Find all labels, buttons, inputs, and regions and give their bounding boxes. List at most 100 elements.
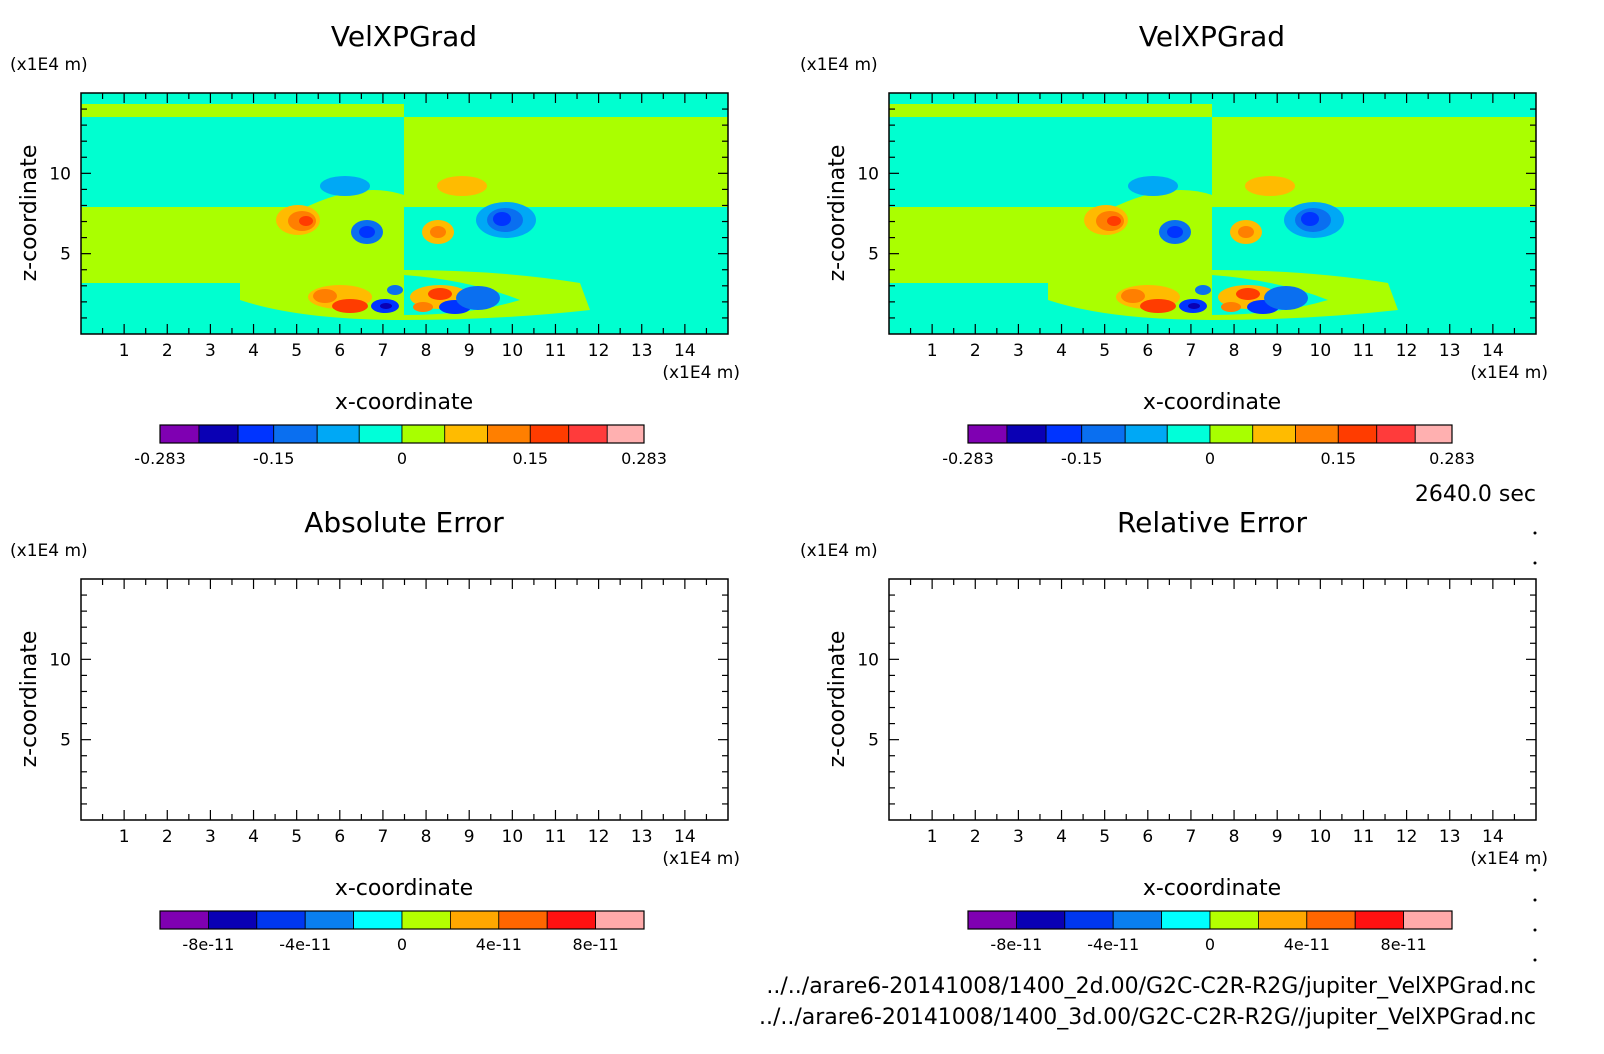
x-tick-label: 5 — [1099, 341, 1110, 361]
x-axis-label: x-coordinate — [335, 876, 473, 901]
panel-absolute-error: Absolute Error (x1E4 m) 1 2 3 4 5 6 7 8 9 10 11 12 1… — [10, 506, 740, 954]
x-unit-label: (x1E4 m) — [1470, 363, 1548, 383]
colorbar-tick-label: 0.15 — [1320, 449, 1356, 468]
x-tick-label: 10 — [1310, 827, 1332, 847]
colorbar-segment — [256, 910, 306, 930]
x-tick-label: 3 — [205, 341, 216, 361]
heatmap-field — [81, 93, 728, 334]
x-tick-label: 11 — [1353, 341, 1375, 361]
x-tick-label: 2 — [162, 827, 173, 847]
x-tick-label: 7 — [1186, 341, 1197, 361]
x-tick-label: 4 — [1056, 827, 1067, 847]
x-unit-label: (x1E4 m) — [662, 849, 740, 869]
x-tick-label: 2 — [162, 341, 173, 361]
colorbar-segment — [198, 424, 239, 444]
colorbar-segment — [237, 424, 275, 444]
y-tick-label: 5 — [868, 245, 879, 265]
x-unit-label: (x1E4 m) — [1470, 849, 1548, 869]
colorbar-tick-label: -8e-11 — [990, 935, 1042, 954]
x-tick-label: 13 — [631, 827, 653, 847]
colorbar-segment — [1252, 424, 1296, 444]
colorbar-tick-label: -0.15 — [1061, 449, 1102, 468]
x-tick-label: 10 — [1310, 341, 1332, 361]
heatmap-field — [889, 93, 1536, 334]
colorbar-segment — [487, 424, 531, 444]
colorbar-segment — [606, 424, 645, 444]
panel-title: Absolute Error — [304, 506, 504, 539]
file-path-1: ../../arare6-20141008/1400_2d.00/G2C-C2R… — [766, 974, 1536, 999]
colorbar-segment — [1006, 424, 1047, 444]
colorbar-segment — [1337, 424, 1378, 444]
x-tick-label: 8 — [421, 341, 432, 361]
colorbar-segment — [1295, 424, 1339, 444]
x-tick-label: 9 — [464, 827, 475, 847]
x-tick-label: 11 — [545, 341, 567, 361]
x-tick-label: 4 — [1056, 341, 1067, 361]
x-tick-label: 6 — [334, 341, 345, 361]
x-axis-label: x-coordinate — [335, 390, 473, 415]
x-tick-label: 1 — [119, 341, 130, 361]
colorbar-segment — [967, 910, 1017, 930]
file-path-2: ../../arare6-20141008/1400_3d.00/G2C-C2R… — [759, 1005, 1536, 1030]
x-tick-label: 2 — [970, 827, 981, 847]
x-tick-label: 13 — [1439, 341, 1461, 361]
x-tick-label: 3 — [1013, 341, 1024, 361]
colorbar-segment — [1403, 910, 1453, 930]
x-tick-label: 5 — [1099, 827, 1110, 847]
colorbar-segment — [595, 910, 645, 930]
colorbar-tick-label: -0.15 — [253, 449, 294, 468]
x-tick-label: 12 — [1396, 341, 1418, 361]
colorbar-tick-label: 8e-11 — [573, 935, 619, 954]
y-tick-label: 10 — [49, 164, 71, 184]
panel-relative-error: Relative Error (x1E4 m) 1 2 3 4 5 6 7 8 9 10 11 12 1… — [800, 506, 1548, 954]
x-tick-label: 7 — [1186, 827, 1197, 847]
colorbar-segment — [316, 424, 360, 444]
colorbar-tick-label: 0 — [397, 935, 407, 954]
colorbar-segment — [1209, 910, 1259, 930]
x-tick-label: 1 — [119, 827, 130, 847]
colorbar-frame — [967, 910, 1453, 930]
x-tick-label: 8 — [1229, 341, 1240, 361]
x-tick-label: 7 — [378, 341, 389, 361]
colorbar-segment — [1064, 910, 1114, 930]
panel-velxpgrad-2d: VelXPGrad (x1E4 m) — [10, 20, 740, 468]
colorbar-tick-label: 0 — [1205, 935, 1215, 954]
colorbar-segment — [568, 424, 608, 444]
colorbar-tick-label: -4e-11 — [1087, 935, 1139, 954]
colorbar-segment — [1209, 424, 1254, 444]
colorbar-segment — [1258, 910, 1308, 930]
colorbar-tick-label: -0.283 — [942, 449, 994, 468]
x-tick-label: 1 — [927, 827, 938, 847]
x-tick-label: 12 — [588, 827, 610, 847]
colorbar-tick-label: 0.15 — [512, 449, 548, 468]
x-tick-label: 13 — [1439, 827, 1461, 847]
y-axis-label: z-coordinate — [17, 145, 42, 282]
y-unit-label: (x1E4 m) — [800, 55, 878, 75]
colorbar-segment — [1376, 424, 1416, 444]
y-axis-label: z-coordinate — [825, 631, 850, 768]
panel-velxpgrad-3d: VelXPGrad (x1E4 m) — [800, 20, 1548, 468]
x-tick-label: 11 — [545, 827, 567, 847]
x-tick-label: 7 — [378, 827, 389, 847]
colorbar-segment — [401, 424, 446, 444]
x-tick-label: 11 — [1353, 827, 1375, 847]
panel-title: Relative Error — [1117, 506, 1308, 539]
x-tick-label: 6 — [1142, 341, 1153, 361]
colorbar-segment — [1354, 910, 1404, 930]
colorbar-segment — [1166, 424, 1211, 444]
x-tick-label: 8 — [1229, 827, 1240, 847]
colorbar-segment — [444, 424, 488, 444]
colorbar: -0.283 -0.15 0 0.15 0.283 — [942, 424, 1475, 468]
colorbar-segment — [498, 910, 548, 930]
colorbar-tick-label: 0 — [397, 449, 407, 468]
x-tick-label: 13 — [631, 341, 653, 361]
y-tick-label: 10 — [857, 650, 879, 670]
colorbar-segment — [1414, 424, 1453, 444]
colorbar-tick-label: 0.283 — [1429, 449, 1475, 468]
colorbar-tick-label: -0.283 — [134, 449, 186, 468]
y-tick-label: 10 — [857, 164, 879, 184]
